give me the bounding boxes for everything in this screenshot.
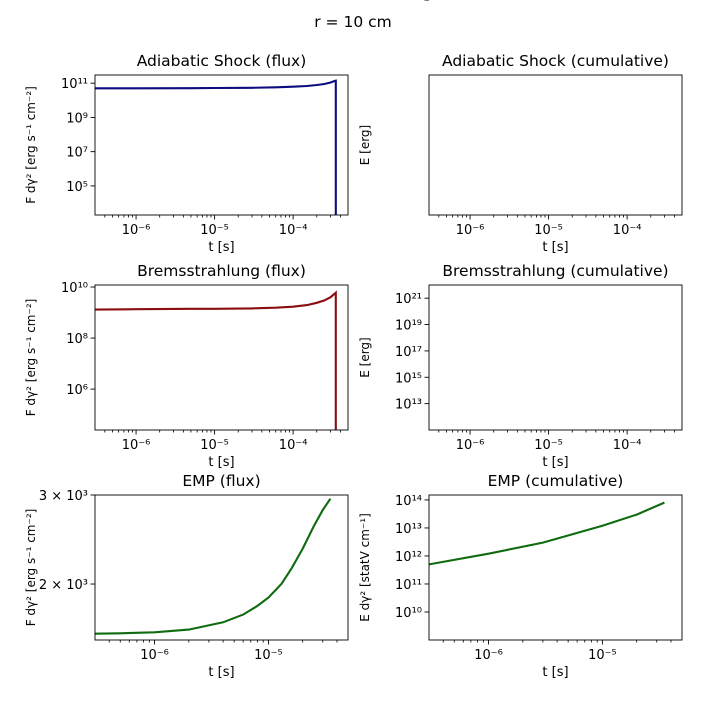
y-axis-label: F dγ² [erg s⁻¹ cm⁻²] [24, 509, 38, 627]
x-axis-label: t [s] [208, 455, 234, 470]
x-tick-label: 10⁻⁴ [279, 223, 308, 238]
y-tick-label: 10¹² [395, 550, 422, 565]
x-tick-label: 10⁻⁵ [200, 223, 229, 238]
y-tick-label: 10⁸ [66, 332, 88, 347]
x-axis-label: t [s] [208, 665, 234, 680]
subplot-6: EMP (cumulative) 10⁻⁶ 10⁻⁵ 10¹⁰ 10¹¹ 10¹² 10¹³… [358, 472, 683, 680]
x-tick-label: 10⁻⁶ [140, 648, 169, 663]
x-tick-label: 10⁻⁶ [456, 438, 485, 453]
y-axis-label: F dγ² [erg s⁻¹ cm⁻²] [24, 86, 38, 204]
y-tick-label: 3 × 10³ [39, 489, 88, 504]
x-tick-label: 10⁻⁴ [279, 438, 308, 453]
series-line [429, 501, 665, 566]
y-tick-label: 10¹⁰ [61, 281, 88, 296]
y-tick-label: 10⁶ [66, 383, 88, 398]
y-tick-label: 10⁹ [66, 111, 88, 126]
series-line [95, 79, 337, 215]
x-axis-label: t [s] [542, 665, 568, 680]
plot-frame [94, 74, 349, 216]
plot-frame [428, 494, 683, 641]
y-tick-label: 2 × 10³ [39, 578, 88, 593]
y-tick-label: 10¹⁹ [395, 319, 422, 334]
y-tick-label: 10⁵ [66, 180, 88, 195]
y-tick-label: 10¹⁸ [395, 0, 422, 4]
subplot-title: EMP (flux) [182, 472, 260, 490]
y-tick-label: 10²⁰ [395, 0, 422, 4]
y-tick-label: 10²² [395, 0, 422, 4]
y-tick-label: 10¹¹ [61, 77, 88, 92]
y-axis-label: E [erg] [358, 125, 372, 165]
figure-suptitle: r = 10 cm [314, 13, 392, 31]
x-tick-label: 10⁻⁶ [474, 648, 503, 663]
y-tick-label: 10¹³ [395, 522, 422, 537]
subplot-2: Adiabatic Shock (cumulative) 10⁻⁶ 10⁻⁵ 10⁻⁴… [358, 0, 683, 255]
y-axis-label: E [erg] [358, 337, 372, 377]
x-tick-label: 10⁻⁵ [200, 438, 229, 453]
series-line [95, 290, 337, 430]
subplot-title: Adiabatic Shock (cumulative) [442, 52, 669, 70]
subplot-4: Bremsstrahlung (cumulative) 10⁻⁶ 10⁻⁵ 10⁻⁴ 1… [358, 262, 683, 470]
plot-frame [94, 284, 349, 431]
y-tick-label: 10¹⁷ [395, 345, 422, 360]
x-axis-label: t [s] [208, 240, 234, 255]
y-tick-label: 10¹¹ [395, 578, 422, 593]
plot-frame [428, 284, 683, 431]
x-axis-label: t [s] [542, 240, 568, 255]
y-tick-label: 10⁷ [66, 146, 88, 161]
series-line [95, 498, 332, 635]
x-tick-label: 10⁻⁶ [122, 438, 151, 453]
y-axis-label: E dγ² [statV cm⁻¹] [358, 513, 372, 622]
x-tick-label: 10⁻⁴ [613, 438, 642, 453]
plot-frame [428, 74, 683, 216]
subplot-1: Adiabatic Shock (flux) 10⁻⁶ 10⁻⁵ 10⁻⁴ 10⁵ 10⁷… [24, 52, 349, 255]
subplot-title: Bremsstrahlung (cumulative) [442, 262, 668, 280]
subplot-title: EMP (cumulative) [488, 472, 624, 490]
y-tick-label: 10¹⁴ [395, 494, 422, 509]
subplot-title: Bremsstrahlung (flux) [137, 262, 306, 280]
x-tick-label: 10⁻⁵ [534, 438, 563, 453]
x-tick-label: 10⁻⁶ [456, 223, 485, 238]
plot-frame [94, 494, 349, 641]
y-tick-label: 10¹⁰ [395, 606, 422, 621]
subplot-3: Bremsstrahlung (flux) 10⁻⁶ 10⁻⁵ 10⁻⁴ 10⁶ 10⁸ 1… [24, 262, 349, 470]
y-tick-label: 10¹³ [395, 398, 422, 413]
x-tick-label: 10⁻⁴ [613, 223, 642, 238]
y-axis-label: F dγ² [erg s⁻¹ cm⁻²] [24, 299, 38, 417]
y-tick-label: 10¹⁵ [395, 371, 422, 386]
subplot-title: Adiabatic Shock (flux) [137, 52, 307, 70]
x-tick-label: 10⁻⁵ [588, 648, 617, 663]
y-tick-label: 10²¹ [395, 292, 422, 307]
x-tick-label: 10⁻⁵ [254, 648, 283, 663]
x-axis-label: t [s] [542, 455, 568, 470]
subplot-5: EMP (flux) 10⁻⁶ 10⁻⁵ 2 × 10³ 3 × 10³ t [s] F d… [24, 472, 349, 680]
x-tick-label: 10⁻⁶ [122, 223, 151, 238]
x-tick-label: 10⁻⁵ [534, 223, 563, 238]
